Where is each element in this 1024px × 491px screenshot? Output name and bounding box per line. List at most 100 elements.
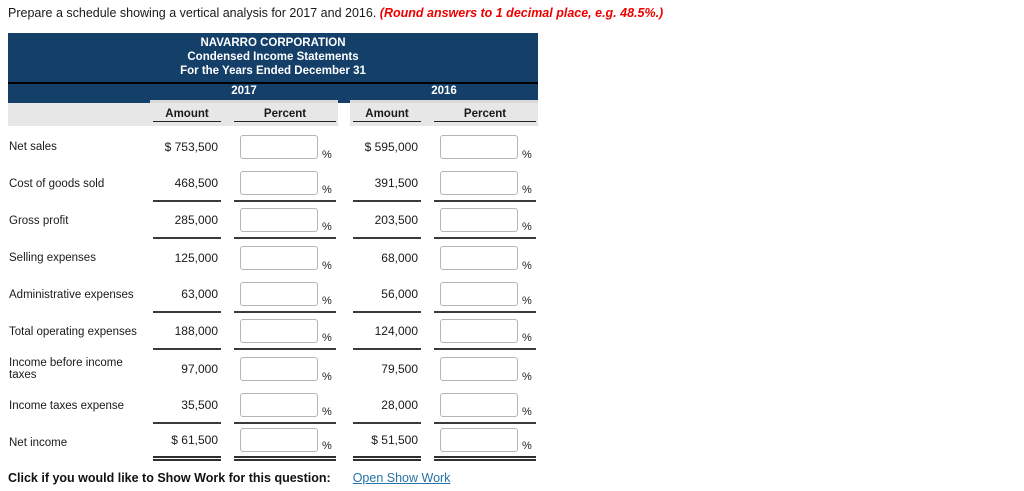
open-show-work-link[interactable]: Open Show Work	[352, 471, 451, 485]
year-spacer	[8, 84, 150, 103]
row-label: Total operating expenses	[9, 325, 137, 338]
percent-sign: %	[322, 221, 332, 233]
percent-input-2017[interactable]	[240, 245, 318, 270]
row-label: Net sales	[9, 140, 57, 153]
column-gap	[338, 128, 350, 165]
percent-sign: %	[322, 149, 332, 161]
percent-sign: %	[522, 371, 532, 383]
percent-cell-2016: %	[434, 387, 536, 424]
percent-cell-2016: %	[434, 424, 536, 461]
amount-2017: 35,500	[153, 387, 221, 424]
percent-cell-2016: %	[434, 202, 536, 239]
amount-2016: 124,000	[353, 313, 421, 350]
row-label: Income before income taxes	[9, 356, 123, 381]
percent-input-2016[interactable]	[440, 134, 518, 159]
amount-2017: $ 61,500	[153, 424, 221, 461]
percent-input-2016[interactable]	[440, 281, 518, 306]
percent-input-2017[interactable]	[240, 392, 318, 417]
percent-cell-2017: %	[234, 276, 336, 313]
percent-input-2016[interactable]	[440, 170, 518, 195]
amount-2017: 97,000	[181, 361, 218, 376]
table-row: Income before income taxes 97,000 % 79,5…	[8, 350, 538, 387]
percent-sign: %	[522, 332, 532, 344]
percent-sign: %	[522, 149, 532, 161]
percent-cell-2016: %	[434, 165, 536, 202]
table-row: Income taxes expense 35,500 % 28,000 %	[8, 387, 538, 424]
amount-2017: 468,500	[153, 165, 221, 202]
percent-cell-2016: %	[434, 350, 536, 387]
percent-sign: %	[322, 184, 332, 196]
row-label: Gross profit	[9, 214, 69, 227]
percent-input-2016[interactable]	[440, 392, 518, 417]
year-gap	[338, 84, 350, 103]
percent-input-2017[interactable]	[240, 428, 318, 452]
percent-sign: %	[322, 332, 332, 344]
statement-body: Net sales $ 753,500 % $ 595,000 % Cost o…	[8, 126, 538, 461]
percent-cell-2017: %	[234, 165, 336, 202]
percent-cell-2017: %	[234, 239, 336, 276]
column-header-percent-2016: Percent	[424, 103, 538, 126]
column-gap	[338, 165, 350, 202]
percent-input-2016[interactable]	[440, 428, 518, 452]
percent-sign: %	[322, 371, 332, 383]
amount-2016: $ 51,500	[353, 424, 421, 461]
column-gap	[338, 239, 350, 276]
column-header-row: Amount Percent Amount Percent	[8, 103, 538, 126]
percent-input-2017[interactable]	[240, 281, 318, 306]
percent-input-2016[interactable]	[440, 207, 518, 232]
percent-cell-2017: %	[234, 202, 336, 239]
percent-sign: %	[322, 260, 332, 272]
percent-input-2017[interactable]	[240, 318, 318, 343]
amount-2017: 63,000	[153, 276, 221, 313]
amount-2017: $ 753,500	[164, 139, 218, 154]
percent-sign: %	[522, 221, 532, 233]
column-gap	[338, 202, 350, 239]
percent-cell-2017: %	[234, 424, 336, 461]
income-statement-table: NAVARRO CORPORATION Condensed Income Sta…	[8, 33, 538, 461]
percent-cell-2017: %	[234, 350, 336, 387]
percent-input-2016[interactable]	[440, 318, 518, 343]
amount-2016: 68,000	[381, 250, 418, 265]
amount-2016: 28,000	[353, 387, 421, 424]
year-header-row: 2017 2016	[8, 84, 538, 103]
percent-sign: %	[522, 295, 532, 307]
amount-2016: 391,500	[353, 165, 421, 202]
percent-input-2017[interactable]	[240, 170, 318, 195]
percent-input-2016[interactable]	[440, 356, 518, 381]
table-row: Total operating expenses 188,000 % 124,0…	[8, 313, 538, 350]
percent-sign: %	[522, 260, 532, 272]
percent-input-2016[interactable]	[440, 245, 518, 270]
percent-cell-2016: %	[434, 239, 536, 276]
question-instruction: Prepare a schedule showing a vertical an…	[8, 6, 663, 20]
percent-input-2017[interactable]	[240, 356, 318, 381]
column-header-amount-2017: Amount	[150, 103, 224, 126]
percent-cell-2016: %	[434, 128, 536, 165]
amount-2016: 79,500	[381, 361, 418, 376]
percent-sign: %	[522, 184, 532, 196]
percent-input-2017[interactable]	[240, 207, 318, 232]
percent-cell-2016: %	[434, 276, 536, 313]
year-header-2017: 2017	[150, 84, 338, 103]
percent-input-2017[interactable]	[240, 134, 318, 159]
column-gap	[338, 350, 350, 387]
percent-cell-2017: %	[234, 128, 336, 165]
table-row: Administrative expenses 63,000 % 56,000 …	[8, 276, 538, 313]
show-work-prompt: Click if you would like to Show Work for…	[8, 471, 331, 485]
amount-2017: 188,000	[153, 313, 221, 350]
column-gap	[338, 276, 350, 313]
amount-2017: 285,000	[153, 202, 221, 239]
table-row: Gross profit 285,000 % 203,500 %	[8, 202, 538, 239]
column-gap	[338, 424, 350, 461]
column-header-amount-2016: Amount	[350, 103, 424, 126]
instruction-text: Prepare a schedule showing a vertical an…	[8, 6, 377, 20]
amount-2017: 125,000	[174, 250, 218, 265]
percent-cell-2017: %	[234, 387, 336, 424]
show-work-footer: Click if you would like to Show Work for…	[8, 471, 450, 485]
column-header-percent-2017: Percent	[224, 103, 338, 126]
rounding-note: (Round answers to 1 decimal place, e.g. …	[379, 6, 664, 20]
percent-sign: %	[322, 440, 332, 452]
statement-name: Condensed Income Statements	[187, 51, 359, 63]
statement-title-block: NAVARRO CORPORATION Condensed Income Sta…	[8, 33, 538, 84]
column-header-spacer	[8, 103, 150, 126]
company-name: NAVARRO CORPORATION	[200, 37, 346, 49]
